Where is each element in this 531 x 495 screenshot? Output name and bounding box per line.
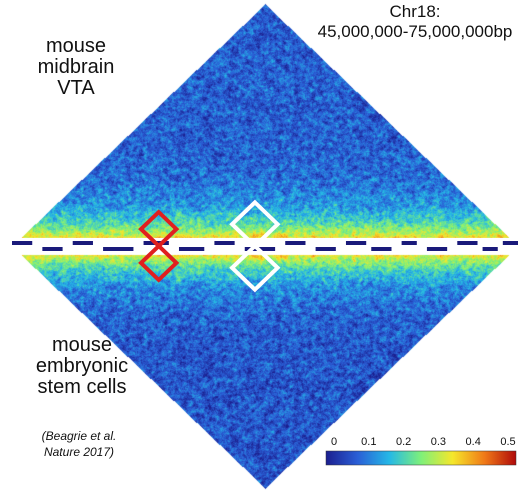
colorbar-tick-label: 0.4 xyxy=(465,436,481,448)
highlight-diamond-bottom-3 xyxy=(229,243,281,293)
colorbar-tick-label: 0.5 xyxy=(500,436,516,448)
axis-track-background xyxy=(8,238,522,254)
axis-track-segment xyxy=(103,247,134,251)
axis-track-segment xyxy=(401,241,417,245)
axis-track-segment xyxy=(457,241,478,245)
axis-track-segment xyxy=(72,241,93,245)
colorbar xyxy=(325,450,517,466)
bottom-label-line-3: stem cells xyxy=(37,376,127,398)
axis-track-segment xyxy=(315,247,336,251)
top-label-line-1: mouse xyxy=(45,35,107,57)
axis-track-segment xyxy=(214,241,235,245)
top-label-line-2: midbrain xyxy=(37,56,115,78)
axis-track-segment xyxy=(426,247,448,251)
axis-track-segment xyxy=(12,241,33,245)
top-dataset-label: mouse midbrain VTA xyxy=(6,36,146,99)
colorbar-tick-label: 0.1 xyxy=(361,436,377,448)
region-label: Chr18: 45,000,000-75,000,000bp xyxy=(300,2,530,41)
top-label-line-3: VTA xyxy=(57,77,95,99)
axis-track-segment xyxy=(285,241,306,245)
citation: (Beagrie et al. Nature 2017) xyxy=(4,428,154,460)
axis-track-segment xyxy=(42,247,63,251)
highlight-diamond-top-1 xyxy=(229,199,281,249)
axis-track-segment xyxy=(502,241,518,245)
axis-track-segment xyxy=(482,247,498,251)
axis-track-segment xyxy=(371,247,392,251)
colorbar-tick-label: 0.3 xyxy=(430,436,447,448)
bottom-dataset-label: mouse embryonic stem cells xyxy=(2,335,162,398)
citation-line-2: Nature 2017) xyxy=(43,445,115,460)
region-label-range: 45,000,000-75,000,000bp xyxy=(317,21,513,41)
colorbar-tick-label: 0 xyxy=(330,436,338,448)
colorbar-tick-labels: 0 0.1 0.2 0.3 0.4 0.5 xyxy=(326,436,516,450)
highlight-diamond-top-0 xyxy=(138,209,180,249)
axis-track-segment xyxy=(345,241,367,245)
region-label-chr: Chr18: xyxy=(389,2,441,21)
colorbar-tick-label: 0.2 xyxy=(395,436,412,448)
highlight-diamond-bottom-2 xyxy=(138,243,180,283)
bottom-label-line-2: embryonic xyxy=(35,355,129,377)
citation-line-1: (Beagrie et al. xyxy=(41,429,117,443)
bottom-label-line-1: mouse xyxy=(51,334,113,356)
axis-track-segment xyxy=(178,247,205,251)
